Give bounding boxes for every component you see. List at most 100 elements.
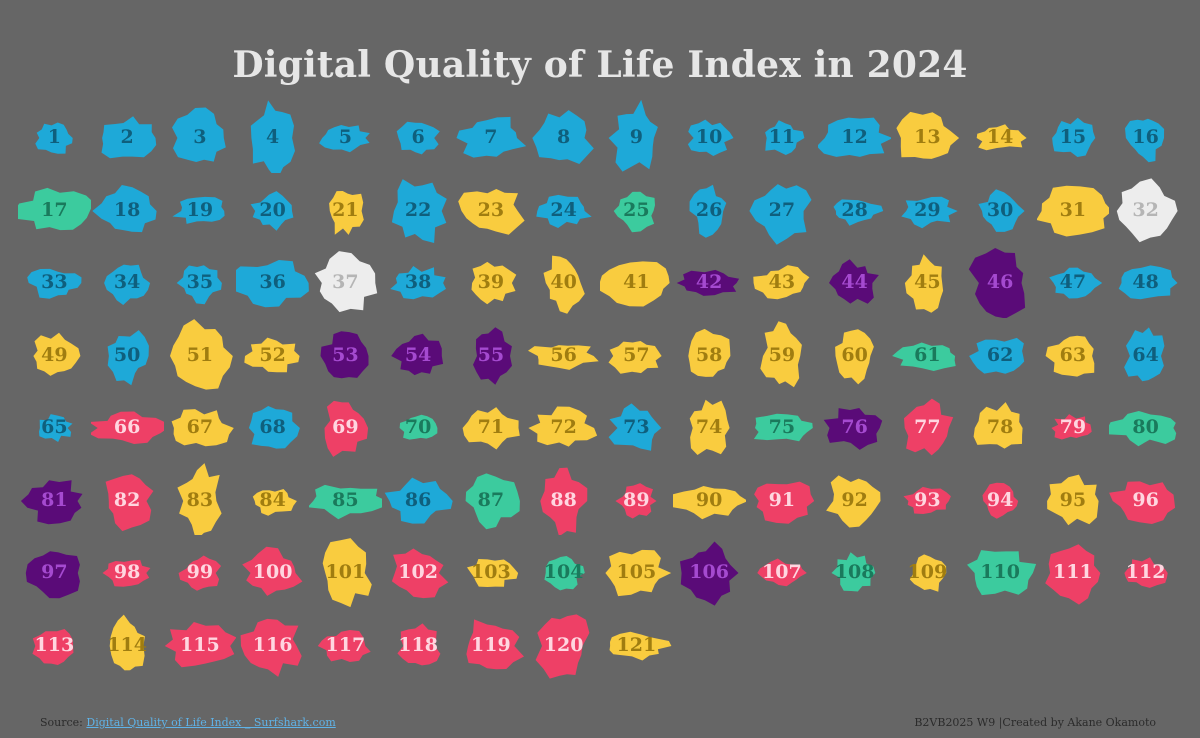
rank-label: 70 <box>404 416 432 438</box>
rank-label: 88 <box>550 488 577 511</box>
rank-label: 96 <box>1132 488 1159 511</box>
country-shape <box>1045 335 1094 377</box>
country-cell: 45 <box>891 245 964 318</box>
country-silhouette <box>92 184 157 232</box>
country-shape <box>240 618 302 677</box>
country-cell: 119 <box>455 608 528 681</box>
country-shape <box>901 196 958 228</box>
rank-label: 26 <box>695 198 723 221</box>
country-silhouette <box>835 328 875 384</box>
rank-label: 42 <box>695 271 723 293</box>
rank-label: 30 <box>986 198 1014 221</box>
country-shape <box>903 486 951 514</box>
country-shape <box>826 474 881 527</box>
rank-label: 9 <box>629 126 643 148</box>
country-cell: 23 <box>455 173 528 246</box>
country-shape <box>532 110 595 164</box>
country-shape <box>322 538 372 608</box>
country-cell: 49 <box>18 318 91 391</box>
country-shape <box>317 629 371 662</box>
rank-label: 19 <box>186 198 214 221</box>
country-silhouette <box>1124 326 1165 381</box>
country-shape <box>1051 117 1095 157</box>
country-shape <box>33 332 81 376</box>
country-shape <box>543 255 586 314</box>
country-silhouette <box>753 481 814 524</box>
country-cell: 43 <box>746 245 819 318</box>
country-cell: 4 <box>236 100 309 173</box>
country-shape <box>171 107 226 162</box>
country-shape <box>384 477 453 524</box>
country-silhouette <box>322 538 372 608</box>
country-silhouette <box>27 268 82 299</box>
source-link[interactable]: Digital Quality of Life Index _ Surfshar… <box>86 716 336 729</box>
country-cell: 56 <box>527 318 600 391</box>
country-silhouette <box>397 622 441 665</box>
country-cell: 59 <box>746 318 819 391</box>
country-shape <box>236 260 309 308</box>
rank-label: 85 <box>332 488 359 511</box>
country-silhouette <box>319 125 370 153</box>
country-cell: 110 <box>964 535 1037 608</box>
country-shape <box>1118 265 1178 300</box>
country-silhouette <box>35 122 73 154</box>
country-shape <box>752 265 809 300</box>
rank-label: 80 <box>1132 416 1159 438</box>
rank-label: 28 <box>841 198 868 221</box>
rank-label: 40 <box>550 271 577 293</box>
rank-label: 53 <box>332 343 359 366</box>
country-shape <box>102 559 151 587</box>
country-silhouette <box>689 399 730 455</box>
country-shape <box>688 328 731 377</box>
country-shape <box>896 111 960 159</box>
country-silhouette <box>903 486 951 514</box>
country-silhouette <box>465 618 524 669</box>
rank-label: 67 <box>186 416 214 438</box>
country-cell: 60 <box>818 318 891 391</box>
country-shape <box>609 631 672 660</box>
rank-label: 103 <box>471 561 511 583</box>
country-cell: 84 <box>236 463 309 536</box>
country-cell: 24 <box>527 173 600 246</box>
country-silhouette <box>973 402 1023 449</box>
rank-label: 8 <box>557 126 571 148</box>
country-cell: 34 <box>91 245 164 318</box>
rank-label: 11 <box>768 126 796 148</box>
country-cell: 92 <box>818 463 891 536</box>
country-shape <box>103 264 150 305</box>
country-shape <box>90 411 164 444</box>
rank-label: 33 <box>41 271 68 293</box>
country-shape <box>389 266 446 300</box>
country-silhouette <box>1045 335 1094 377</box>
rank-label: 36 <box>259 271 286 293</box>
rank-label: 64 <box>1132 343 1159 366</box>
country-shape <box>608 403 662 451</box>
rank-label: 1 <box>47 126 61 148</box>
country-cell: 61 <box>891 318 964 391</box>
rank-label: 74 <box>695 416 723 438</box>
country-shape <box>753 481 814 524</box>
country-cell: 63 <box>1037 318 1110 391</box>
country-cell: 116 <box>236 608 309 681</box>
country-cell: 114 <box>91 608 164 681</box>
country-silhouette <box>457 188 525 235</box>
rank-label: 109 <box>907 561 948 583</box>
country-shape <box>32 628 74 665</box>
country-shape <box>823 408 883 450</box>
country-silhouette <box>759 320 802 387</box>
rank-label: 73 <box>623 416 650 438</box>
country-cell: 29 <box>891 173 964 246</box>
country-cell: 102 <box>382 535 455 608</box>
rank-label: 20 <box>259 198 286 221</box>
country-cell: 121 <box>600 608 673 681</box>
country-silhouette <box>605 549 672 597</box>
country-shape <box>390 333 443 375</box>
country-shape <box>608 100 658 172</box>
page-title: Digital Quality of Life Index in 2024 <box>232 44 968 86</box>
source-note: Source: Digital Quality of Life Index _ … <box>40 716 336 729</box>
rank-label: 75 <box>768 416 796 438</box>
rank-label: 114 <box>107 633 147 656</box>
country-cell: 94 <box>964 463 1037 536</box>
country-silhouette <box>1051 117 1095 157</box>
rank-label: 115 <box>180 633 220 656</box>
